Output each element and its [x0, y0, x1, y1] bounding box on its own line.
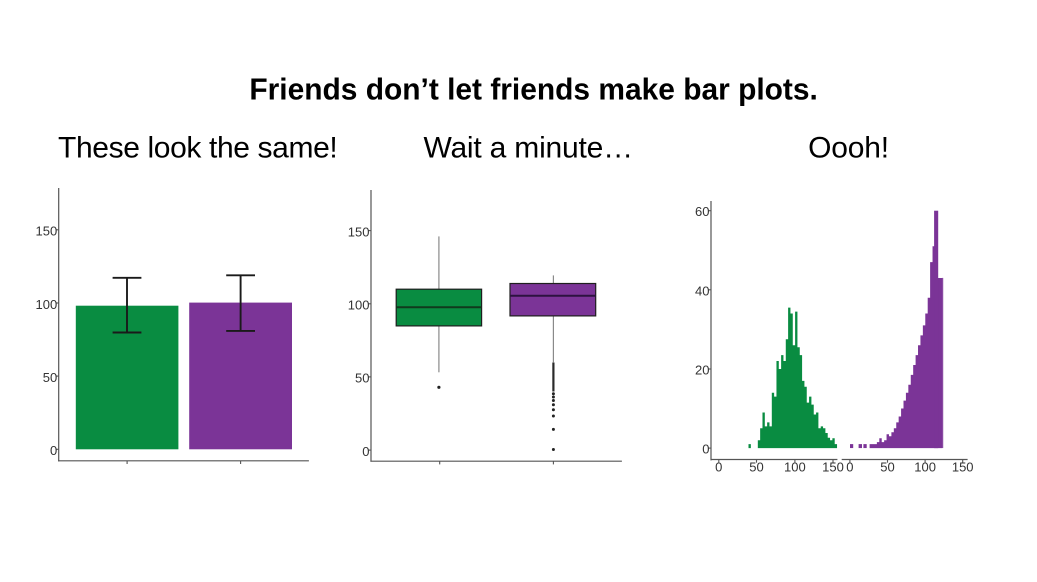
svg-text:40: 40	[695, 283, 709, 298]
svg-text:50: 50	[880, 460, 894, 475]
svg-text:150: 150	[35, 224, 57, 239]
svg-text:100: 100	[35, 297, 57, 312]
svg-text:100: 100	[348, 298, 370, 313]
svg-text:100: 100	[914, 460, 936, 475]
svg-text:50: 50	[355, 371, 369, 386]
svg-text:0: 0	[715, 460, 722, 475]
svg-text:Wait a minute…: Wait a minute…	[423, 132, 633, 165]
svg-text:150: 150	[822, 460, 844, 475]
svg-text:0: 0	[50, 443, 57, 458]
svg-text:20: 20	[695, 363, 709, 378]
svg-text:150: 150	[952, 460, 974, 475]
svg-text:100: 100	[784, 460, 806, 475]
svg-text:Oooh!: Oooh!	[808, 132, 889, 165]
svg-text:Friends don’t let friends make: Friends don’t let friends make bar plots…	[249, 73, 818, 107]
svg-text:50: 50	[43, 370, 57, 385]
svg-text:These look the same!: These look the same!	[58, 132, 337, 165]
svg-text:0: 0	[846, 460, 853, 475]
svg-text:0: 0	[362, 444, 369, 459]
svg-text:0: 0	[702, 442, 709, 457]
svg-text:60: 60	[695, 204, 709, 219]
svg-text:150: 150	[348, 224, 370, 239]
svg-text:50: 50	[749, 460, 763, 475]
